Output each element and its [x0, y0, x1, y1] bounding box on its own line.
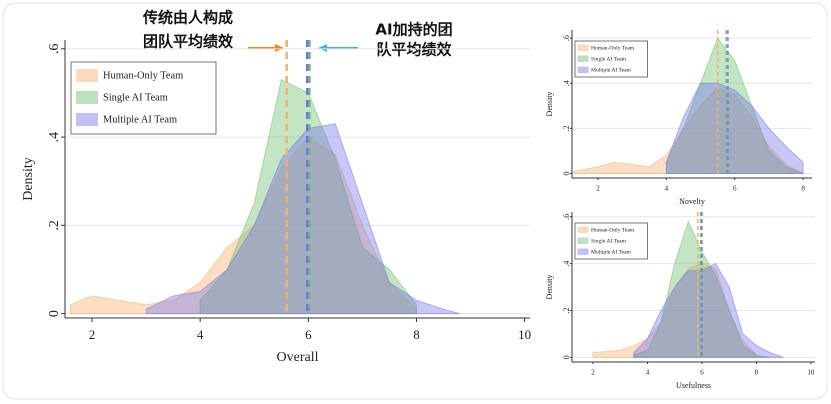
y-tick-label: .4 [47, 132, 62, 143]
x-tick-label: 6 [700, 369, 704, 377]
x-tick-label: 4 [646, 369, 650, 377]
legend-swatch [76, 69, 98, 82]
y-tick-label: .2 [562, 307, 571, 313]
annotation: 队平均绩效 [376, 41, 452, 59]
legend-swatch [577, 66, 589, 73]
legend-swatch [577, 248, 589, 255]
density-area [633, 262, 784, 358]
density-area [592, 263, 757, 358]
x-tick-label: 8 [755, 369, 759, 377]
legend-box [574, 222, 648, 260]
legend-swatch [76, 91, 98, 104]
legend-swatch [76, 113, 98, 126]
legend-swatch [577, 226, 589, 233]
legend-swatch [577, 55, 589, 62]
y-tick-label: .6 [562, 214, 571, 220]
y-axis-title: Density [545, 92, 554, 117]
legend-swatch [577, 237, 589, 244]
legend-label: Multiple AI Team [103, 114, 177, 125]
y-tick-label: .2 [47, 220, 62, 231]
y-tick-label: .6 [562, 35, 571, 41]
y-axis-title: Density [21, 157, 36, 201]
x-tick-label: 2 [89, 327, 96, 342]
legend-label: Multiple AI Team [591, 67, 632, 73]
y-tick-label: 0 [562, 355, 571, 359]
legend-box [70, 61, 217, 135]
y-tick-label: .4 [562, 261, 571, 267]
y-tick-label: .6 [47, 44, 62, 55]
x-axis-title: Novelty [679, 197, 705, 206]
y-tick-label: 0 [562, 171, 571, 175]
x-tick-label: 6 [733, 185, 737, 193]
x-tick-label: 10 [807, 369, 815, 377]
x-tick-label: 2 [596, 185, 600, 193]
legend-label: Human-Only Team [591, 227, 635, 233]
arrow [248, 44, 358, 52]
x-tick-label: 4 [197, 327, 204, 342]
legend-label: Single AI Team [103, 92, 168, 103]
annotation: 团队平均绩效 [143, 33, 234, 51]
x-axis-title: Usefulness [676, 381, 711, 390]
y-tick-label: .2 [562, 125, 571, 131]
annotation: AI加持的团 [375, 21, 452, 39]
x-tick-label: 8 [801, 185, 805, 193]
legend-label: Human-Only Team [103, 70, 183, 81]
x-axis-title: Overall [277, 350, 319, 365]
y-tick-label: 0 [47, 310, 62, 317]
legend-swatch [577, 44, 589, 51]
legend-label: Single AI Team [591, 56, 627, 62]
legend-box [574, 40, 648, 78]
density-area [665, 82, 804, 174]
x-tick-label: 4 [665, 185, 669, 193]
y-tick-label: .4 [562, 80, 571, 86]
y-axis-title: Density [545, 275, 554, 300]
x-tick-label: 10 [518, 327, 531, 342]
x-tick-label: 6 [305, 327, 312, 342]
x-tick-label: 8 [413, 327, 420, 342]
legend-label: Human-Only Team [591, 45, 635, 51]
x-tick-label: 2 [591, 369, 595, 377]
density-area [573, 87, 804, 174]
legend-label: Multiple AI Team [591, 249, 632, 255]
density-area [665, 37, 804, 174]
legend-label: Single AI Team [591, 238, 627, 244]
annotation: 传统由人构成 [142, 9, 233, 27]
